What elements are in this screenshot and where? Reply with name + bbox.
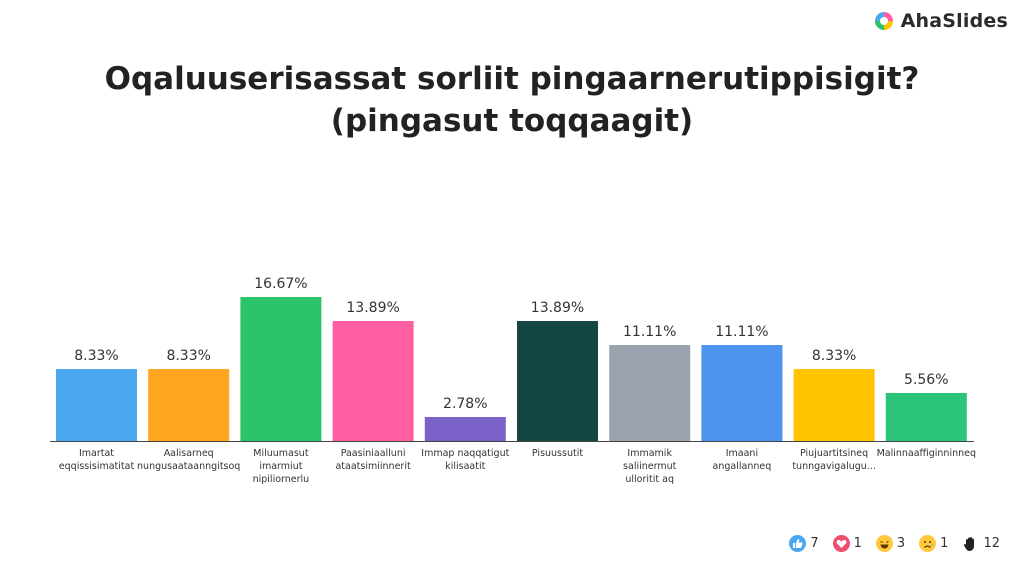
category-label-line: ataatsimiinnerit xyxy=(335,461,410,472)
bar-value-label: 5.56% xyxy=(904,372,948,388)
bar-8 xyxy=(701,345,783,441)
ahaslides-logo-icon xyxy=(874,12,893,30)
bar-value-label: 13.89% xyxy=(531,300,584,316)
category-label: Imaani angallanneq xyxy=(713,448,772,472)
category-label-line: Miluumasut xyxy=(253,448,309,459)
reaction-count: 12 xyxy=(983,536,1000,551)
category-label-line: saliinermut xyxy=(623,461,677,472)
bar-value-label: 8.33% xyxy=(166,348,210,364)
category-label-line: ulloritit aq xyxy=(625,474,674,485)
bar-9 xyxy=(793,369,875,441)
hand-icon xyxy=(964,537,975,551)
reactions-bar: 7 1 3 1 12 xyxy=(789,535,1000,552)
category-label-line: imarmiut xyxy=(259,461,302,472)
reaction-count: 1 xyxy=(853,536,862,551)
reaction-count: 7 xyxy=(810,536,819,551)
bar-2 xyxy=(148,369,230,441)
heart-icon xyxy=(832,535,850,552)
bar-value-label: 13.89% xyxy=(346,300,399,316)
bar-value-label: 16.67% xyxy=(254,276,307,292)
category-label: Piujuartitsineq tunngavigalugu... xyxy=(792,448,876,472)
bar-value-label: 8.33% xyxy=(812,348,856,364)
bar-3 xyxy=(240,297,322,441)
category-label-line: Immap naqqatigut xyxy=(421,448,509,459)
category-label: Miluumasut imarmiut nipiliornerlu xyxy=(253,448,310,485)
slide-title: Oqaluuserisassat sorliit pingaarnerutipp… xyxy=(40,58,984,142)
category-label-line: Imaani xyxy=(726,448,758,459)
bar-value-label: 11.11% xyxy=(623,324,676,340)
sad-icon xyxy=(919,535,937,552)
category-label-line: Pisuussutit xyxy=(532,448,583,459)
category-label-line: Imartat xyxy=(79,448,114,459)
category-label-line: Paasiniaalluni xyxy=(341,448,406,459)
category-label-line: Piujuartitsineq xyxy=(800,448,868,459)
title-line-2: (pingasut toqqaagit) xyxy=(330,103,694,139)
reaction-thumbs-up[interactable]: 7 xyxy=(789,535,819,552)
category-label: Pisuussutit xyxy=(532,448,583,459)
category-label: Immap naqqatigut kilisaatit xyxy=(421,448,509,472)
reaction-count: 1 xyxy=(940,536,949,551)
reaction-heart[interactable]: 1 xyxy=(832,535,862,552)
bar-10 xyxy=(885,392,967,441)
thumbs-up-icon xyxy=(789,535,807,552)
category-label-line: Aalisarneq xyxy=(164,448,214,459)
category-label: Malinnaaffiginninneq xyxy=(877,448,976,459)
brand: AhaSlides xyxy=(873,10,1008,32)
category-label: Paasiniaalluni ataatsimiinnerit xyxy=(335,448,410,472)
category-label-line: nungusaataanngitsoq xyxy=(137,461,240,472)
category-label-line: kilisaatit xyxy=(445,461,485,472)
bar-5 xyxy=(424,416,506,441)
category-label: Imartat eqqissisimatitat xyxy=(59,448,135,472)
category-label: Immamik saliinermut ulloritit aq xyxy=(623,448,677,485)
bar-6 xyxy=(517,321,598,441)
reaction-sad[interactable]: 1 xyxy=(919,535,948,552)
category-label-line: nipiliornerlu xyxy=(253,474,310,485)
bar-value-label: 2.78% xyxy=(443,396,487,412)
category-label-line: angallanneq xyxy=(713,461,772,472)
category-label-line: tunngavigalugu... xyxy=(792,461,876,472)
laugh-icon xyxy=(875,535,893,552)
reaction-hand[interactable]: 12 xyxy=(962,535,1000,552)
title-line-1: Oqaluuserisassat sorliit pingaarnerutipp… xyxy=(104,61,920,97)
category-label-line: Immamik xyxy=(627,448,672,459)
category-label-line: Malinnaaffiginninneq xyxy=(877,448,976,459)
category-label: Aalisarneq nungusaataanngitsoq xyxy=(137,448,240,472)
bar-value-label: 8.33% xyxy=(74,348,118,364)
bar-4 xyxy=(332,321,414,441)
bar-value-label: 11.11% xyxy=(715,324,768,340)
bar-7 xyxy=(609,345,691,441)
bar-1 xyxy=(56,369,137,441)
reaction-count: 3 xyxy=(896,536,906,551)
reaction-laugh[interactable]: 3 xyxy=(875,535,906,552)
brand-name: AhaSlides xyxy=(900,10,1008,32)
category-label-line: eqqissisimatitat xyxy=(59,461,135,472)
